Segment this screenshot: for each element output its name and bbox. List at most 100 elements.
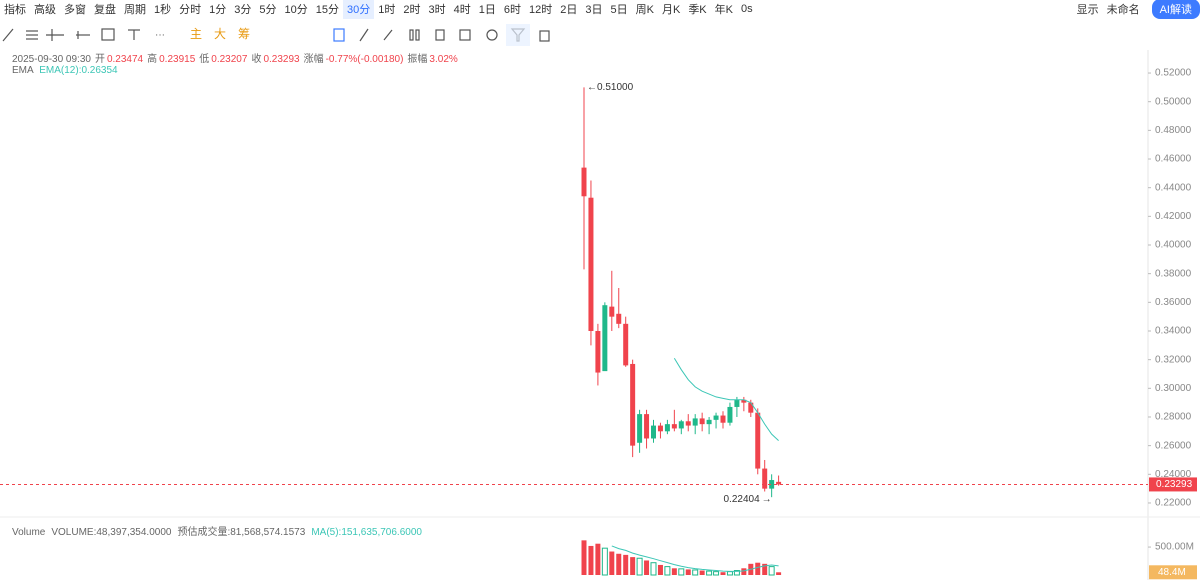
candle-body [602,305,608,372]
toolbar-item[interactable]: 4时 [453,4,471,16]
volume-bar [692,569,699,576]
toolbar-item[interactable]: 高级 [34,4,56,16]
toolbar-item[interactable]: 2时 [403,4,421,16]
volume-legend: Volume VOLUME:48,397,354.0000 预估成交量:81,568… [12,523,428,538]
toolbar-item[interactable]: 10分 [284,4,308,16]
ema-label: EMA(12):0.26354 [39,65,118,76]
toolbar-item[interactable]: 月K [661,4,681,16]
volume-bar [588,545,594,575]
toolbar-item[interactable]: 季K [688,4,707,16]
toolbar-item[interactable]: 3分 [234,4,252,16]
y-tick-label: 0.30000 [1155,383,1192,394]
toolbar-item[interactable]: 1日 [478,4,496,16]
candle-body [609,306,615,317]
candle-body [630,363,636,446]
field-value: 0.23207 [211,54,248,65]
volume-bar [726,571,733,576]
y-tick-label: 0.24000 [1155,469,1192,480]
volume-bar [595,543,601,575]
candle-body [595,330,601,373]
volume-bar [699,570,705,575]
file-name[interactable]: 未命名 [1106,4,1140,16]
toolbar-item[interactable]: 2日 [560,4,578,16]
volume-bar [755,562,761,575]
toolbar-item[interactable]: 复盘 [94,4,116,16]
volume-bar [706,570,713,576]
volume-bar [768,566,775,576]
volume-bar [644,560,650,575]
arrow: → [762,494,772,505]
toolbar-item[interactable]: 3时 [428,4,446,16]
toolbar-item[interactable]: 年K [714,4,733,16]
candle-body [651,425,656,439]
ema-legend: EMA EMA(12):0.26354 [12,65,118,76]
toolbar-item[interactable]: 1秒 [154,4,172,16]
candle-body [685,421,691,426]
y-tick-label: 0.34000 [1155,326,1192,337]
volume-bar [748,563,754,575]
candle-body [671,424,677,429]
display-button[interactable]: 显示 [1076,4,1099,16]
volume-ma-line [611,545,779,572]
candle-body [581,167,587,197]
candle-body [769,480,775,489]
y-tick-label: 0.48000 [1155,125,1192,136]
y-tick-label: 0.46000 [1155,154,1192,165]
toolbar-item[interactable]: 多窗 [64,4,86,16]
time: 2025-09-30 09:30 [12,54,91,65]
toolbar-item[interactable]: 指标 [4,4,26,16]
volume-bar [601,547,608,576]
field-label: 收 [251,54,262,65]
candle-body [755,412,761,469]
y-tick-label: 0.26000 [1155,440,1192,451]
toolbar-item[interactable]: 1分 [209,4,227,16]
last-price-tag [1149,477,1197,492]
volume-title: Volume [12,527,46,538]
toolbar-item[interactable]: 3日 [585,4,603,16]
field-value: 3.02% [429,54,458,65]
candle-body [678,421,684,429]
toolbar-item[interactable]: 周K [635,4,654,16]
arrow: ← [587,82,597,93]
candle-body [727,406,733,423]
toolbar-item[interactable]: 0s [741,3,753,15]
volume-bar [713,571,720,576]
last-price-label: 0.23293 [1156,479,1193,490]
toolbar: 指标 高级 多窗 复盘 周期 1秒 分时 1分 3分 5分 10分 15分 30分 1时 2时 3时 4时 1日 6… [0,0,1200,19]
y-tick-label: 500.00M [1155,542,1194,553]
ema-line [673,357,779,441]
toolbar-item[interactable]: 30分 [343,0,375,19]
volume-field: MA(5):151,635,706.6000 [311,527,422,538]
field-value: -0.77%(-0.00180) [325,54,404,65]
volume-field: 预估成交量:81,568,574.1573 [177,527,306,538]
toolbar-item[interactable]: 5分 [259,4,277,16]
field-label: 高 [147,54,158,65]
field-label: 低 [199,54,210,65]
toolbar-item[interactable]: 周期 [124,4,146,16]
y-tick-label: 0.52000 [1155,68,1192,79]
candle-body [692,418,698,426]
y-tick-label: 0.44000 [1155,182,1192,193]
candle-body [706,419,712,425]
toolbar-item[interactable]: 1时 [378,4,396,16]
toolbar-item[interactable]: 12时 [529,4,553,16]
candle-body [762,468,768,489]
toolbar-item[interactable]: 15分 [315,4,339,16]
volume-bar [650,562,657,576]
volume-bar [664,566,671,576]
toolbar-item[interactable]: 分时 [179,4,202,16]
low-annotation: 0.22404 [723,494,760,505]
toolbar-item[interactable]: 6时 [503,4,521,16]
svg-text:···: ··· [155,30,165,41]
candle-body [637,414,643,443]
candle-body [623,323,629,366]
toolbar-item[interactable]: 5日 [610,4,628,16]
volume-bar [776,572,782,575]
y-tick-label: 0.50000 [1155,96,1192,107]
candle-body [657,425,663,432]
ai-button[interactable]: AI解读 [1151,0,1200,19]
spacer [757,7,1073,11]
candle-body [748,402,754,413]
